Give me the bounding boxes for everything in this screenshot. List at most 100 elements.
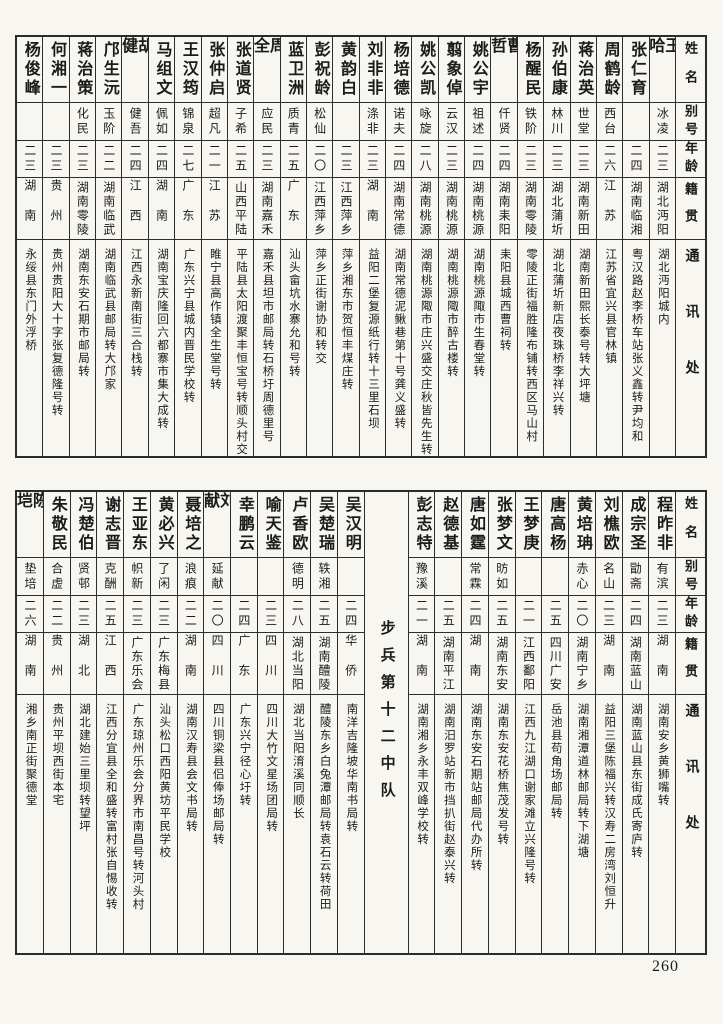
person-alias-cell: 超凡 bbox=[201, 103, 227, 141]
person-alias-cell: 克酬 bbox=[97, 558, 124, 596]
person-name: 陈垲 bbox=[17, 492, 43, 525]
person-address-cell: 湖南新田熙长泰号转大坪塘 bbox=[571, 240, 596, 456]
person-alias-cell: 贤邨 bbox=[70, 558, 97, 596]
person-alias-cell: 帜新 bbox=[124, 558, 150, 596]
person-origin-cell: 湖南桃源 bbox=[438, 178, 465, 240]
person-name: 彭志特 bbox=[413, 496, 431, 553]
person-age: 二四 bbox=[154, 144, 169, 174]
person-age-cell: 二三 bbox=[70, 596, 97, 633]
person-alias: 佩如 bbox=[154, 106, 169, 137]
person-alias-cell: 祖述 bbox=[465, 103, 491, 141]
person-age-cell: 二五 bbox=[280, 141, 306, 178]
person-address: 湖南蓝山县东街成氏寄庐转 bbox=[630, 703, 642, 859]
person-name: 冯楚伯 bbox=[75, 496, 93, 553]
person-name-cell: 黄培珃 bbox=[569, 492, 595, 558]
person-name: 何湘一 bbox=[48, 41, 66, 98]
person-alias: 玉阶 bbox=[101, 106, 116, 137]
person-name-cell: 喻天鉴 bbox=[257, 492, 284, 558]
person-column: 陈垲 垫培 二六 湖南 湘乡南正街聚德堂 bbox=[17, 492, 43, 953]
person-origin: 湖南蓝山 bbox=[628, 635, 643, 692]
person-alias-cell: 世堂 bbox=[570, 103, 596, 141]
person-origin-cell: 湖南常德 bbox=[386, 178, 412, 240]
person-column: 朱敬民 合虚 二二 贵州 贵州平坝西街本宅 bbox=[42, 492, 70, 953]
person-name: 程昨非 bbox=[654, 496, 672, 553]
person-age-cell: 二四 bbox=[465, 141, 491, 178]
person-address-cell: 湖北建始三里坝转望坪 bbox=[71, 695, 97, 953]
person-alias-cell: 应民 bbox=[254, 103, 280, 141]
person-alias-cell: 锦泉 bbox=[175, 103, 201, 141]
person-origin: 四川 bbox=[263, 633, 278, 694]
person-alias-cell bbox=[43, 103, 69, 141]
header-column: 姓名 别号 年龄 籍贯 通讯处 bbox=[675, 37, 705, 456]
person-address-cell: 零陵正街福胜隆布铺转西区马山村 bbox=[518, 240, 543, 456]
person-name-cell: 刘献 bbox=[204, 492, 230, 558]
person-address-cell: 江西永新南街三合栈转 bbox=[122, 240, 147, 456]
person-alias-cell bbox=[257, 558, 284, 596]
person-name-cell: 冯楚伯 bbox=[70, 492, 97, 558]
person-alias-cell: 浪痕 bbox=[177, 558, 204, 596]
person-origin-cell: 江西 bbox=[122, 178, 148, 240]
person-age: 二三 bbox=[339, 144, 353, 174]
person-origin: 湖南桃源 bbox=[444, 180, 459, 237]
person-age: 二一 bbox=[414, 599, 429, 629]
person-origin-cell: 四川 bbox=[257, 633, 284, 695]
person-name: 刘献 bbox=[204, 492, 230, 525]
person-address-cell: 嘉禾县坦市邮局转石桥圩周德里号 bbox=[254, 240, 279, 456]
person-name-cell: 黄必兴 bbox=[150, 492, 177, 558]
person-origin-cell: 湖南耒阳 bbox=[491, 178, 517, 240]
person-column: 吴汉明 二四 华侨 南洋吉隆坡华南书局转 bbox=[336, 492, 364, 953]
person-name-cell: 唐如霆 bbox=[462, 492, 488, 558]
person-origin: 江苏 bbox=[602, 178, 617, 239]
person-origin: 湖北蒲圻 bbox=[549, 180, 564, 237]
person-origin-cell: 四川 bbox=[204, 633, 230, 695]
person-age: 二五 bbox=[103, 599, 118, 629]
person-name-cell: 刘樵欧 bbox=[595, 492, 622, 558]
person-name: 王亚东 bbox=[128, 496, 146, 553]
person-age: 二四 bbox=[236, 599, 251, 629]
person-address-cell: 湖南安乡黄狮嘴转 bbox=[649, 695, 675, 953]
header-origin-label: 籍贯 bbox=[683, 636, 698, 691]
person-origin-cell: 广东 bbox=[230, 633, 257, 695]
person-age: 二三 bbox=[601, 599, 616, 629]
person-name-cell: 王哈 bbox=[649, 37, 675, 103]
person-origin-cell: 湖南嘉禾 bbox=[254, 178, 280, 240]
person-alias: 子希 bbox=[233, 106, 248, 137]
person-alias: 德明 bbox=[290, 561, 305, 592]
register-table-bottom: 姓名 别号 年龄 籍贯 通讯处 程昨非 有滨 二三 湖南 湖南安乡黄狮嘴转 成宗… bbox=[15, 490, 707, 955]
person-origin: 湖南嘉禾 bbox=[259, 180, 274, 237]
person-column: 孙伯康 林川 二三 湖北蒲圻 湖北蒲圻新店夜珠桥李祥兴转 bbox=[543, 37, 570, 456]
person-age-cell: 二四 bbox=[230, 596, 257, 633]
person-address-cell: 湖南桃源陬市庄兴盛交庄秋皆先生转 bbox=[412, 240, 437, 456]
person-age: 二三 bbox=[49, 144, 64, 174]
person-name: 蒋治策 bbox=[74, 41, 92, 98]
person-name: 唐高杨 bbox=[547, 496, 565, 553]
person-name: 张梦文 bbox=[493, 496, 511, 553]
person-address-cell: 醴陵东乡白兔潭邮局转袁石云转荷田 bbox=[311, 695, 337, 953]
person-origin: 江西 bbox=[128, 178, 143, 239]
person-column: 卢香欧 德明 二八 湖北当阳 湖北当阳淯溪同顺长 bbox=[283, 492, 311, 953]
person-origin: 江西萍乡 bbox=[312, 180, 327, 237]
person-column: 蒋治策 化民 二三 湖南零陵 湖南东安石期市邮局转 bbox=[68, 37, 96, 456]
person-alias: 林川 bbox=[549, 106, 564, 137]
person-name-cell: 姚公凯 bbox=[412, 37, 438, 103]
person-name-cell: 赵德基 bbox=[435, 492, 462, 558]
header-origin-cell: 籍贯 bbox=[676, 633, 705, 695]
person-name-cell: 曹哲 bbox=[491, 37, 517, 103]
person-name-cell: 何湘一 bbox=[43, 37, 69, 103]
person-name-cell: 杨醒民 bbox=[517, 37, 544, 103]
person-address: 嘉禾县坦市邮局转石桥圩周德里号 bbox=[261, 248, 274, 443]
person-origin: 湖南 bbox=[601, 633, 616, 694]
person-alias-cell: 延献 bbox=[204, 558, 230, 596]
person-alias: 超凡 bbox=[207, 106, 222, 137]
person-address: 湖南桃源陬市醉古楼转 bbox=[446, 248, 459, 378]
person-age: 二一 bbox=[207, 144, 222, 174]
person-age-cell: 二六 bbox=[596, 141, 623, 178]
header-name-label: 姓名 bbox=[683, 40, 698, 99]
person-origin: 贵州 bbox=[49, 633, 64, 694]
person-address: 湖南湘乡永丰双峰学校转 bbox=[416, 703, 429, 846]
person-column: 翦象倬 云汉 二三 湖南桃源 湖南桃源陬市醉古楼转 bbox=[437, 37, 465, 456]
person-name-cell: 张仁育 bbox=[623, 37, 649, 103]
person-origin: 湖南临武 bbox=[101, 180, 116, 237]
person-alias: 合虚 bbox=[49, 561, 64, 592]
person-alias-cell: 铁阶 bbox=[517, 103, 544, 141]
